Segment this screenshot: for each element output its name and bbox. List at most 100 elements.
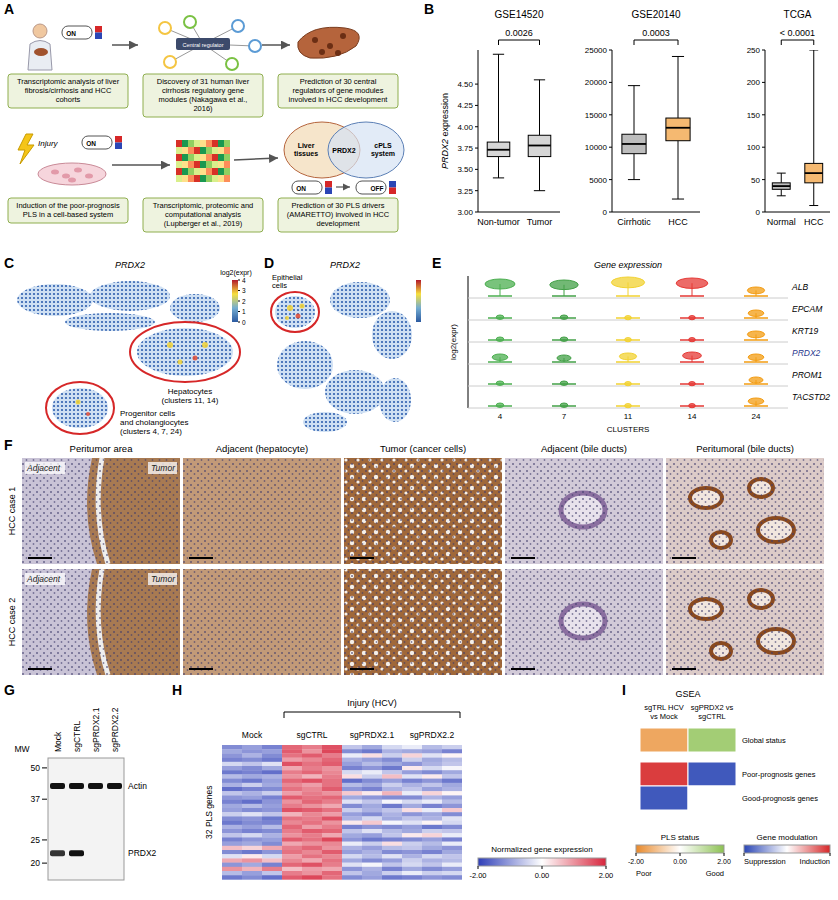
panel-letter: I <box>622 682 626 698</box>
heatmap-cell <box>402 825 422 830</box>
inset-label: Tumor <box>151 574 176 584</box>
heatmap-cell <box>422 871 442 876</box>
network-node <box>159 22 171 34</box>
heatmap-cell <box>422 808 442 813</box>
toggle-state <box>115 143 122 150</box>
violin <box>747 287 764 294</box>
heatmap-cell <box>442 850 462 855</box>
venn-cpls <box>328 122 404 178</box>
cell-cloud <box>303 412 347 432</box>
heatmap-cell <box>382 808 402 813</box>
heatmap-cell <box>222 774 242 779</box>
x-axis <box>765 212 830 213</box>
panel-letter: H <box>172 682 182 698</box>
violin <box>748 310 764 316</box>
liver-shape <box>298 27 359 58</box>
colorbar <box>232 280 238 322</box>
tissue <box>505 569 663 675</box>
heatmap-cell <box>362 837 382 842</box>
violin <box>625 404 632 408</box>
person-head <box>33 24 47 38</box>
y-tick <box>475 148 478 149</box>
cell-cloud <box>137 328 233 376</box>
heatmap-cell <box>302 774 322 779</box>
heatmap-icon-cell <box>218 161 224 168</box>
row-label: Global status <box>742 736 786 745</box>
heatmap-cell <box>442 779 462 784</box>
arrow <box>112 164 170 166</box>
y-tick <box>762 147 765 148</box>
text-line: 2016) <box>193 104 213 113</box>
heatmap-cell <box>422 846 442 851</box>
heatmap-cell <box>442 783 462 788</box>
gene-label: PROM1 <box>792 370 823 380</box>
heatmap-cell <box>222 800 242 805</box>
heatmap-cell <box>322 800 342 805</box>
y-tick <box>475 212 478 213</box>
heatmap-cell <box>402 770 422 775</box>
violin <box>496 315 504 319</box>
heatmap-cell <box>222 821 242 826</box>
toggle-state <box>95 33 102 40</box>
arrow <box>112 44 138 46</box>
step-frame <box>278 74 398 108</box>
gsea-cell <box>640 728 688 752</box>
micrograph <box>183 458 341 564</box>
heatmap-cell <box>262 871 282 876</box>
cell-cloud <box>275 296 315 328</box>
heatmap-cell <box>222 770 242 775</box>
cell-cloud-points <box>170 294 220 322</box>
heatmap-cell <box>262 766 282 771</box>
inset-label: Tumor <box>151 463 176 473</box>
network-node <box>232 20 244 32</box>
heatmap-cell <box>282 800 302 805</box>
colorbar <box>744 845 830 853</box>
heatmap-cell <box>282 766 302 771</box>
colorbar-tick-label: 2.00 <box>717 858 731 865</box>
heatmap-cell <box>302 837 322 842</box>
gsea-cell <box>688 762 736 786</box>
heatmap-cell <box>302 821 322 826</box>
heatmap-cell <box>302 846 322 851</box>
colorbar-tick-label: -2.00 <box>469 871 486 880</box>
heatmap-cell <box>242 745 262 750</box>
heatmap-cell <box>322 825 342 830</box>
heatmap-icon-cell <box>182 168 188 175</box>
violin <box>560 403 568 407</box>
heatmap-cell <box>282 745 302 750</box>
heatmap-cell <box>302 825 322 830</box>
heatmap-cell <box>242 846 262 851</box>
mw-tick <box>42 799 47 800</box>
heatmap-cell <box>402 854 422 859</box>
x-tick-label: 14 <box>688 412 697 421</box>
heatmap-cell <box>422 774 442 779</box>
whisker-cap <box>534 79 545 80</box>
mw-tick-label: 37 <box>31 794 41 804</box>
violin <box>689 382 696 386</box>
column-header: Adjacent (hepatocyte) <box>216 443 308 454</box>
colorbar-tick <box>478 866 479 869</box>
heatmap-cell <box>282 875 302 880</box>
heatmap-icon-cell <box>200 175 206 182</box>
heatmap-cell <box>222 745 242 750</box>
heatmap-cell <box>422 758 442 763</box>
panel-e: Gene expressionALBEPCAMKRT19PRDX2PROM1TA… <box>449 260 830 434</box>
heatmap-cell <box>442 821 462 826</box>
violin <box>560 381 568 385</box>
heatmap-cell <box>362 850 382 855</box>
colorbar-tick-label: 0 <box>242 319 246 326</box>
tissue <box>344 569 502 675</box>
whisker-cap <box>777 173 786 174</box>
x-tick-label: 7 <box>562 412 567 421</box>
heatmap-cell <box>442 842 462 847</box>
micrograph <box>666 458 824 564</box>
heatmap-cell <box>322 762 342 767</box>
box <box>487 142 510 156</box>
heatmap-cell <box>402 871 422 876</box>
y-tick-label: 50 <box>751 176 760 185</box>
heatmap-icon-cell <box>182 140 188 147</box>
heatmap-cell <box>302 850 322 855</box>
heatmap-cell <box>442 833 462 838</box>
band <box>88 850 103 856</box>
heatmap-icon-cell <box>212 161 218 168</box>
